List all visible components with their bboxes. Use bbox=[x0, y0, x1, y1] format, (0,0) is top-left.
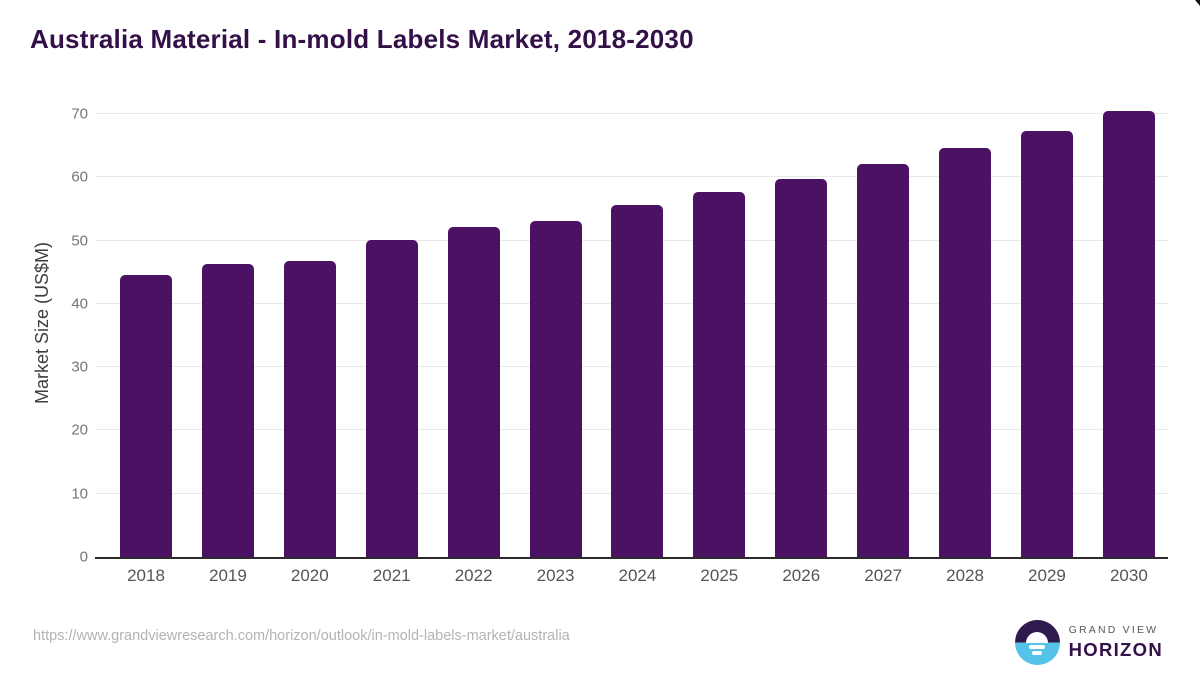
y-tick-0: 0 bbox=[79, 548, 88, 566]
logo-grand-view-label: GRAND VIEW bbox=[1068, 624, 1159, 636]
gridline-60 bbox=[95, 176, 1168, 178]
bar-2019[interactable] bbox=[201, 264, 254, 557]
y-tick-30: 30 bbox=[71, 358, 88, 376]
x-label-2018: 2018 bbox=[127, 566, 165, 585]
bar-2024[interactable] bbox=[611, 204, 664, 557]
bar-2021[interactable] bbox=[365, 239, 418, 557]
bar-2030[interactable] bbox=[1102, 110, 1155, 557]
sun-dome-shape bbox=[1026, 631, 1049, 643]
chart-title: Australia Material - In-mold Labels Mark… bbox=[30, 24, 694, 54]
y-axis-tick-labels: 0 10 20 30 40 50 60 70 bbox=[54, 90, 88, 565]
y-tick-50: 50 bbox=[71, 232, 88, 250]
x-label-2026: 2026 bbox=[782, 566, 821, 585]
y-axis-title-text: Market Size (US$M) bbox=[31, 242, 52, 405]
y-tick-20: 20 bbox=[71, 421, 88, 439]
x-label-2022: 2022 bbox=[454, 566, 493, 585]
y-tick-70: 70 bbox=[71, 105, 88, 123]
x-label-2028: 2028 bbox=[946, 566, 984, 585]
x-label-2021: 2021 bbox=[372, 566, 411, 585]
brand-logo: GRAND VIEW HORIZON bbox=[1014, 620, 1163, 665]
logo-text: GRAND VIEW HORIZON bbox=[1069, 624, 1163, 661]
gridline-70 bbox=[95, 113, 1168, 115]
reflection-line-2 bbox=[1032, 651, 1043, 655]
x-label-2019: 2019 bbox=[208, 566, 247, 585]
source-url: https://www.grandviewresearch.com/horizo… bbox=[33, 628, 570, 644]
logo-horizon-label: HORIZON bbox=[1068, 639, 1163, 660]
bar-2018[interactable] bbox=[120, 274, 172, 557]
x-label-2027: 2027 bbox=[864, 566, 903, 585]
x-label-2029: 2029 bbox=[1028, 566, 1066, 585]
x-axis-labels: 2018 2019 2020 2021 2022 2023 2024 2025 2026 2027… bbox=[120, 566, 1155, 586]
bar-2029[interactable] bbox=[1020, 131, 1073, 557]
y-tick-10: 10 bbox=[71, 485, 88, 503]
x-label-2023: 2023 bbox=[536, 566, 575, 585]
x-label-2020: 2020 bbox=[290, 566, 329, 585]
corner-artifact bbox=[1195, 0, 1200, 6]
x-label-2030: 2030 bbox=[1109, 566, 1148, 585]
bar-2026[interactable] bbox=[775, 178, 828, 557]
y-tick-40: 40 bbox=[71, 295, 88, 313]
x-label-2024: 2024 bbox=[618, 566, 657, 585]
y-axis-title: Market Size (US$M) bbox=[28, 90, 56, 557]
reflection-line-1 bbox=[1029, 645, 1046, 649]
plot-area bbox=[95, 90, 1168, 559]
x-label-2025: 2025 bbox=[700, 566, 739, 585]
bar-2027[interactable] bbox=[857, 164, 910, 557]
y-tick-60: 60 bbox=[71, 168, 88, 186]
bars-layer bbox=[120, 90, 1155, 557]
bar-2028[interactable] bbox=[939, 148, 992, 557]
horizon-sun-icon bbox=[1014, 620, 1060, 665]
bar-2025[interactable] bbox=[693, 191, 746, 557]
bar-2023[interactable] bbox=[529, 221, 582, 557]
bar-2020[interactable] bbox=[283, 260, 336, 557]
bar-2022[interactable] bbox=[447, 226, 500, 557]
